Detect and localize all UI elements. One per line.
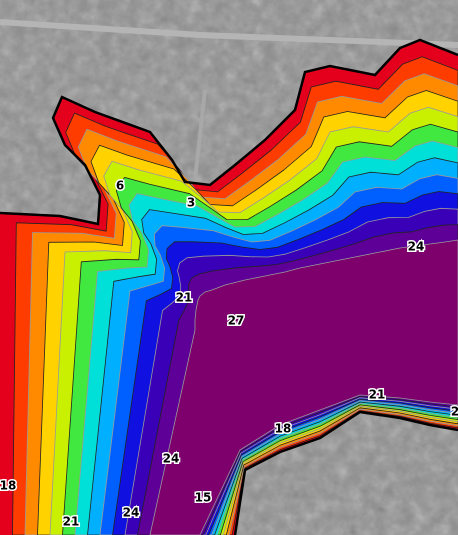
contour-label: 15 [195, 491, 212, 505]
contour-label: 2 [451, 405, 458, 419]
contour-label: 18 [275, 422, 292, 436]
contour-label: 3 [187, 196, 195, 210]
depth-band [149, 239, 458, 535]
contour-label: 27 [228, 314, 245, 328]
contour-label: 21 [176, 291, 193, 305]
contour-label: 21 [369, 388, 386, 402]
road [0, 19, 458, 48]
track [193, 89, 207, 181]
contour-labels: 6 3 24 21 27 21 18 24 15 18 21 24 2 [0, 177, 458, 530]
contour-label: 21 [63, 515, 80, 529]
contour-label: 6 [116, 179, 124, 193]
contour-label: 18 [0, 479, 16, 493]
shoreline [0, 38, 458, 535]
depth-bands [0, 40, 458, 535]
contour-label: 24 [408, 240, 425, 254]
contour-label: 24 [123, 506, 140, 520]
contour-label: 24 [163, 452, 180, 466]
